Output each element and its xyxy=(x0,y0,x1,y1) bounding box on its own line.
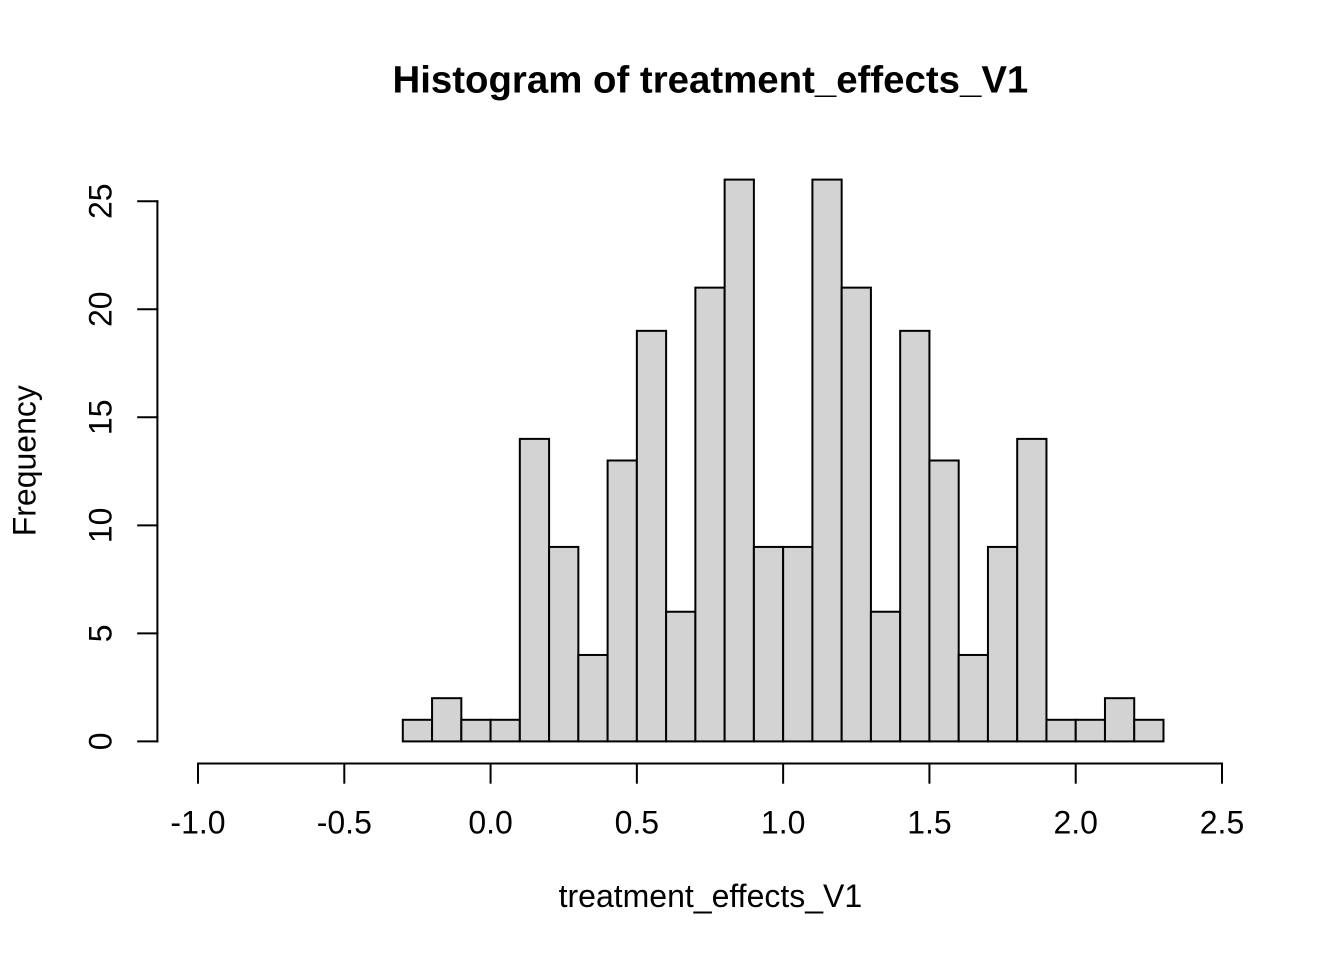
svg-text:15: 15 xyxy=(83,399,119,435)
svg-text:10: 10 xyxy=(83,508,119,544)
svg-text:-0.5: -0.5 xyxy=(317,805,372,841)
svg-text:25: 25 xyxy=(83,183,119,219)
svg-text:20: 20 xyxy=(83,291,119,327)
svg-text:treatment_effects_V1: treatment_effects_V1 xyxy=(559,878,863,914)
svg-text:Frequency: Frequency xyxy=(7,385,43,536)
svg-text:0.0: 0.0 xyxy=(468,805,512,841)
svg-text:2.5: 2.5 xyxy=(1200,805,1244,841)
svg-text:1.0: 1.0 xyxy=(761,805,805,841)
svg-text:0.5: 0.5 xyxy=(615,805,659,841)
svg-text:1.5: 1.5 xyxy=(907,805,951,841)
svg-text:5: 5 xyxy=(83,624,119,642)
svg-text:0: 0 xyxy=(83,733,119,751)
svg-text:-1.0: -1.0 xyxy=(170,805,225,841)
svg-text:2.0: 2.0 xyxy=(1053,805,1097,841)
svg-text:Histogram of treatment_effects: Histogram of treatment_effects_V1 xyxy=(393,58,1029,101)
